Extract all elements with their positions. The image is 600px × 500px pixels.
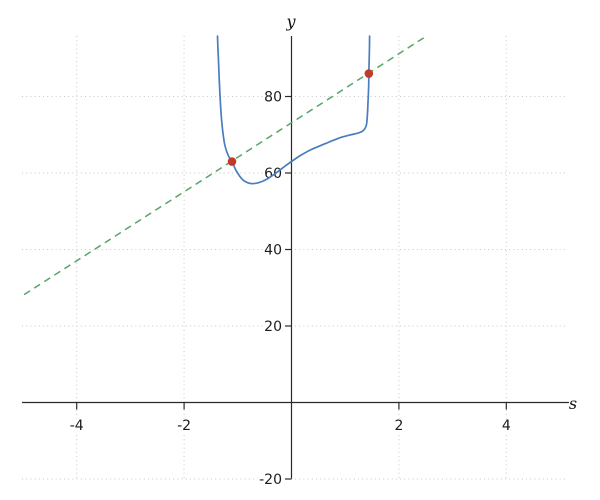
tick-label-background [262, 320, 284, 334]
y-tick-label: -20 [259, 472, 282, 488]
tick-label-background [68, 419, 86, 433]
tick-label-background [175, 419, 193, 433]
x-tick-label: -4 [70, 418, 84, 434]
intersection-points [227, 157, 237, 166]
function-curve [216, 35, 371, 185]
y-tick-label: 40 [264, 243, 282, 259]
tick-label-background [392, 419, 405, 433]
intersection-points [364, 69, 374, 78]
y-tick-label: 20 [264, 319, 282, 335]
secant-line [23, 36, 426, 296]
x-tick-label: 4 [502, 418, 511, 434]
grid-layer [22, 36, 565, 480]
tick-label-background [500, 419, 513, 433]
series-layer [23, 35, 426, 296]
tick-label-background [257, 473, 284, 487]
x-tick-label: -2 [177, 418, 191, 434]
tick-label-background [262, 243, 284, 258]
x-axis-label: s [569, 394, 577, 413]
y-tick-label: 80 [264, 90, 282, 106]
axes-layer [22, 36, 569, 480]
x-tick-label: 2 [394, 418, 403, 434]
y-axis-label: y [285, 12, 296, 31]
tick-label-background [262, 90, 284, 105]
